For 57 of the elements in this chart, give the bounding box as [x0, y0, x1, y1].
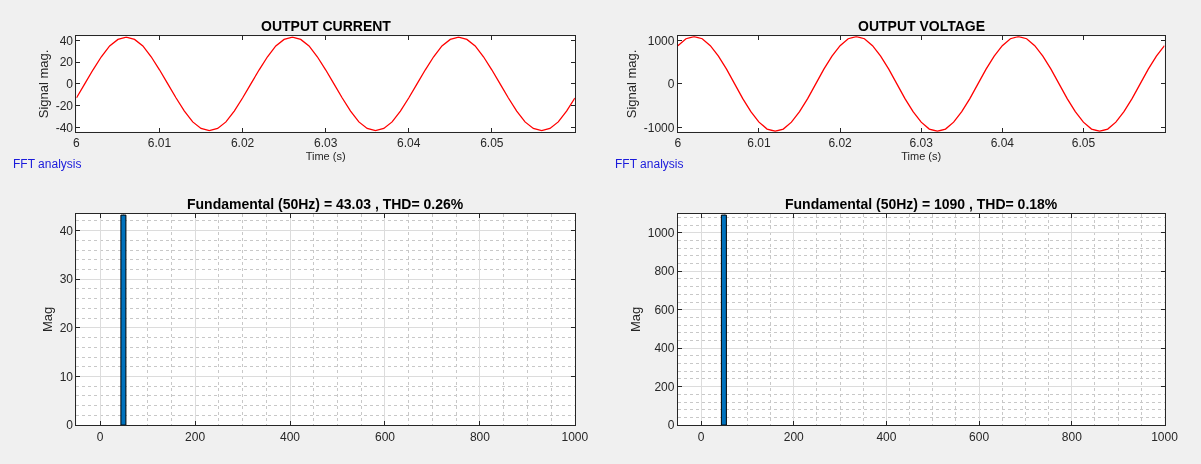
x-tick-label: 6.05	[1071, 136, 1096, 151]
y-tick-label: 0	[667, 77, 675, 92]
y-tick-label: -20	[55, 98, 74, 113]
y-tick-label: 40	[59, 223, 74, 238]
y-tick-label: 400	[654, 341, 675, 356]
y-axis-title: Mag	[627, 306, 643, 333]
x-tick-label: 0	[96, 429, 104, 444]
chart-title: Fundamental (50Hz) = 43.03 , THD= 0.26%	[187, 196, 464, 212]
x-tick-label: 400	[876, 429, 897, 444]
line-series	[677, 36, 1165, 132]
x-tick-label: 6.03	[909, 136, 934, 151]
x-tick-label: 600	[969, 429, 990, 444]
x-tick-label: 600	[374, 429, 396, 444]
y-tick-label: 20	[59, 321, 74, 336]
x-tick-label: 800	[469, 429, 491, 444]
y-tick-label: -40	[55, 120, 74, 135]
x-tick-label: 200	[185, 429, 206, 444]
chart-title: OUTPUT CURRENT	[261, 18, 392, 34]
x-tick-label: 1000	[561, 429, 589, 444]
x-axis-title: Time (s)	[901, 150, 942, 163]
y-tick-label: 30	[59, 272, 74, 287]
x-tick-label: 400	[280, 429, 301, 444]
y-tick-label: 1000	[647, 33, 675, 48]
y-tick-label: 0	[667, 418, 675, 433]
y-tick-label: 600	[654, 302, 675, 317]
x-tick-label: 1000	[1151, 429, 1179, 444]
line-series	[76, 36, 575, 132]
x-tick-label: 6	[73, 136, 81, 151]
y-tick-label: -1000	[643, 120, 675, 135]
text: FFT analysis	[13, 157, 82, 171]
x-tick-label: 6.01	[147, 136, 172, 151]
y-tick-label: 800	[654, 264, 675, 279]
x-tick-label: 6.05	[480, 136, 504, 151]
x-tick-label: 6.04	[990, 136, 1015, 151]
x-tick-label: 800	[1061, 429, 1083, 444]
x-tick-label: 6.01	[747, 136, 771, 151]
x-axis-title: Time (s)	[305, 150, 346, 163]
y-axis-title: Signal mag.	[35, 49, 51, 119]
y-tick-label: 0	[66, 418, 74, 433]
y-tick-label: 200	[654, 379, 675, 394]
text: FFT analysis	[615, 157, 684, 171]
y-tick-label: 20	[59, 55, 74, 70]
y-tick-label: 40	[59, 33, 74, 48]
x-tick-label: 6.02	[828, 136, 853, 151]
x-tick-label: 6	[674, 136, 682, 151]
chart-title: Fundamental (50Hz) = 1090 , THD= 0.18%	[785, 196, 1058, 212]
x-tick-label: 0	[697, 429, 705, 444]
x-tick-label: 6.03	[313, 136, 338, 151]
x-tick-label: 6.04	[397, 136, 421, 151]
y-tick-label: 0	[66, 77, 74, 92]
y-axis-title: Signal mag.	[623, 49, 639, 119]
y-tick-label: 10	[59, 369, 74, 384]
x-tick-label: 200	[783, 429, 805, 444]
y-axis-title: Mag	[39, 306, 55, 333]
x-tick-label: 6.02	[230, 136, 255, 151]
chart-title: OUTPUT VOLTAGE	[858, 18, 986, 34]
y-tick-label: 1000	[647, 226, 675, 240]
